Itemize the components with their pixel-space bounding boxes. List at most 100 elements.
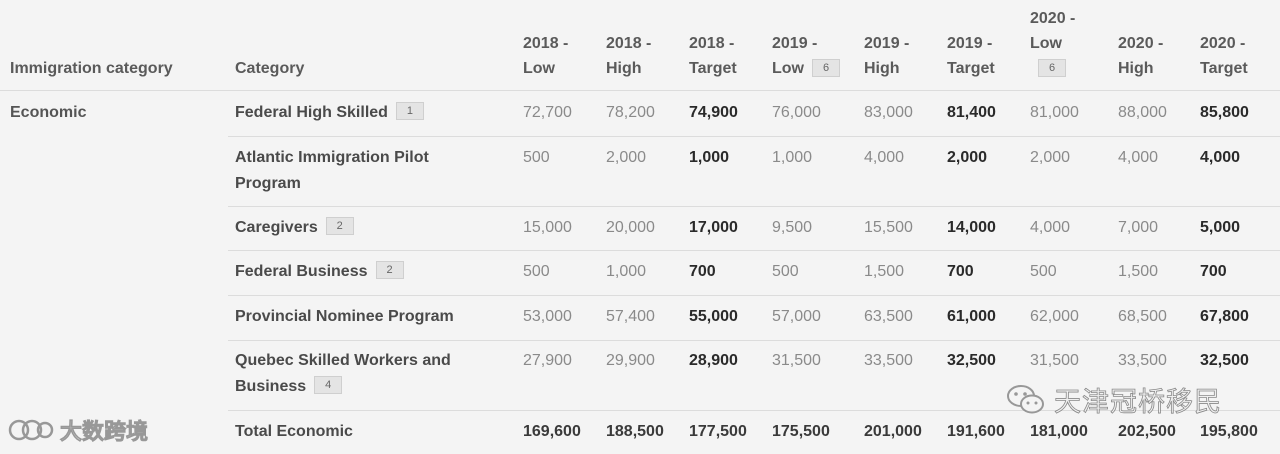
target-cell: 700 [947,263,974,280]
watermark-right: 天津冠桥移民 [1006,380,1222,419]
target-cell: 81,400 [947,104,996,121]
footnote-link[interactable]: 6 [812,59,840,77]
value-cell: 4,000 [864,149,905,166]
row-divider [228,250,1280,251]
group-economic: Economic [10,104,87,121]
value-cell: 500 [772,263,799,280]
row-divider [228,410,1280,411]
row-label: Caregivers 2 [235,215,515,241]
target-cell: 55,000 [689,308,738,325]
footnote-link[interactable]: 4 [314,376,343,394]
row-label-text: Federal Business [235,263,368,280]
wechat-icon [1007,384,1044,413]
total-cell: 181,000 [1030,423,1088,440]
row-label-text: Federal High Skilled [235,104,388,121]
header-year-label: 2018 - Low [523,35,569,77]
header-year-col: 2020 - Target [1200,31,1248,81]
value-cell: 63,500 [864,308,913,325]
total-cell: 188,500 [606,423,664,440]
row-label-text: Caregivers [235,219,318,236]
target-cell: 67,800 [1200,308,1249,325]
total-cell: 201,000 [864,423,922,440]
target-cell: 700 [689,263,716,280]
target-cell: 32,500 [1200,352,1249,369]
target-cell: 5,000 [1200,219,1241,236]
target-cell: 32,500 [947,352,996,369]
value-cell: 1,000 [606,263,647,280]
value-cell: 88,000 [1118,104,1167,121]
value-cell: 4,000 [1118,149,1159,166]
footnote-link[interactable]: 2 [325,217,354,235]
footnote-link[interactable]: 1 [395,102,424,120]
value-cell: 1,000 [772,149,813,166]
total-cell: 177,500 [689,423,747,440]
value-cell: 20,000 [606,219,655,236]
value-cell: 57,000 [772,308,821,325]
header-year-label: 2018 - Target [689,35,737,77]
total-cell: 202,500 [1118,423,1176,440]
value-cell: 15,500 [864,219,913,236]
value-cell: 31,500 [1030,352,1079,369]
value-cell: 29,900 [606,352,655,369]
row-label: Provincial Nominee Program [235,304,515,330]
total-cell: 175,500 [772,423,830,440]
value-cell: 7,000 [1118,219,1159,236]
value-cell: 27,900 [523,352,572,369]
row-label: Atlantic Immigration Pilot Program [235,145,495,197]
header-category: Category [235,60,305,77]
row-label: Quebec Skilled Workers and Business 4 [235,348,495,400]
header-year-col: 2020 - High [1118,31,1163,81]
row-divider [228,136,1280,137]
total-row-label: Total Economic [235,423,353,440]
total-cell: 169,600 [523,423,581,440]
header-year-label: 2020 - Low [1030,10,1076,52]
value-cell: 1,500 [1118,263,1159,280]
value-cell: 76,000 [772,104,821,121]
header-year-label: 2020 - High [1118,35,1164,77]
header-year-col: 2018 - High [606,31,651,81]
row-divider [228,340,1280,341]
watermark-left-text: 大数跨境 [60,420,149,446]
value-cell: 2,000 [1030,149,1071,166]
header-year-label: 2019 - Target [947,35,995,77]
footnote-link[interactable]: 2 [375,261,404,279]
brand-logo-icon [8,419,54,441]
value-cell: 9,500 [772,219,813,236]
header-year-col: 2019 - High [864,31,909,81]
row-label-text: Quebec Skilled Workers and Business [235,352,451,395]
value-cell: 15,000 [523,219,572,236]
target-cell: 85,800 [1200,104,1249,121]
target-cell: 61,000 [947,308,996,325]
value-cell: 68,500 [1118,308,1167,325]
row-divider [228,295,1280,296]
header-year-label: 2020 - Target [1200,35,1248,77]
header-immigration-category: Immigration category [10,60,173,77]
target-cell: 17,000 [689,219,738,236]
header-year-col: 2019 - Target [947,31,995,81]
header-year-col: 2019 - Low 6 [772,31,840,81]
header-year-col: 2018 - Target [689,31,737,81]
target-cell: 74,900 [689,104,738,121]
watermark-left: 大数跨境 [8,414,148,446]
header-year-label: 2018 - High [606,35,652,77]
value-cell: 57,400 [606,308,655,325]
total-cell: 191,600 [947,423,1005,440]
value-cell: 500 [1030,263,1057,280]
row-label: Federal Business 2 [235,259,515,285]
value-cell: 4,000 [1030,219,1071,236]
header-year-col: 2018 - Low [523,31,568,81]
value-cell: 83,000 [864,104,913,121]
target-cell: 700 [1200,263,1227,280]
watermark-right-text: 天津冠桥移民 [1054,387,1222,419]
header-year-col: 2020 - Low 6 [1030,6,1075,81]
footnote-link[interactable]: 6 [1038,59,1066,77]
value-cell: 500 [523,263,550,280]
row-label: Federal High Skilled 1 [235,100,515,126]
value-cell: 2,000 [606,149,647,166]
target-cell: 1,000 [689,149,730,166]
total-cell: 195,800 [1200,423,1258,440]
target-cell: 2,000 [947,149,988,166]
target-cell: 28,900 [689,352,738,369]
target-cell: 4,000 [1200,149,1241,166]
row-divider [228,206,1280,207]
